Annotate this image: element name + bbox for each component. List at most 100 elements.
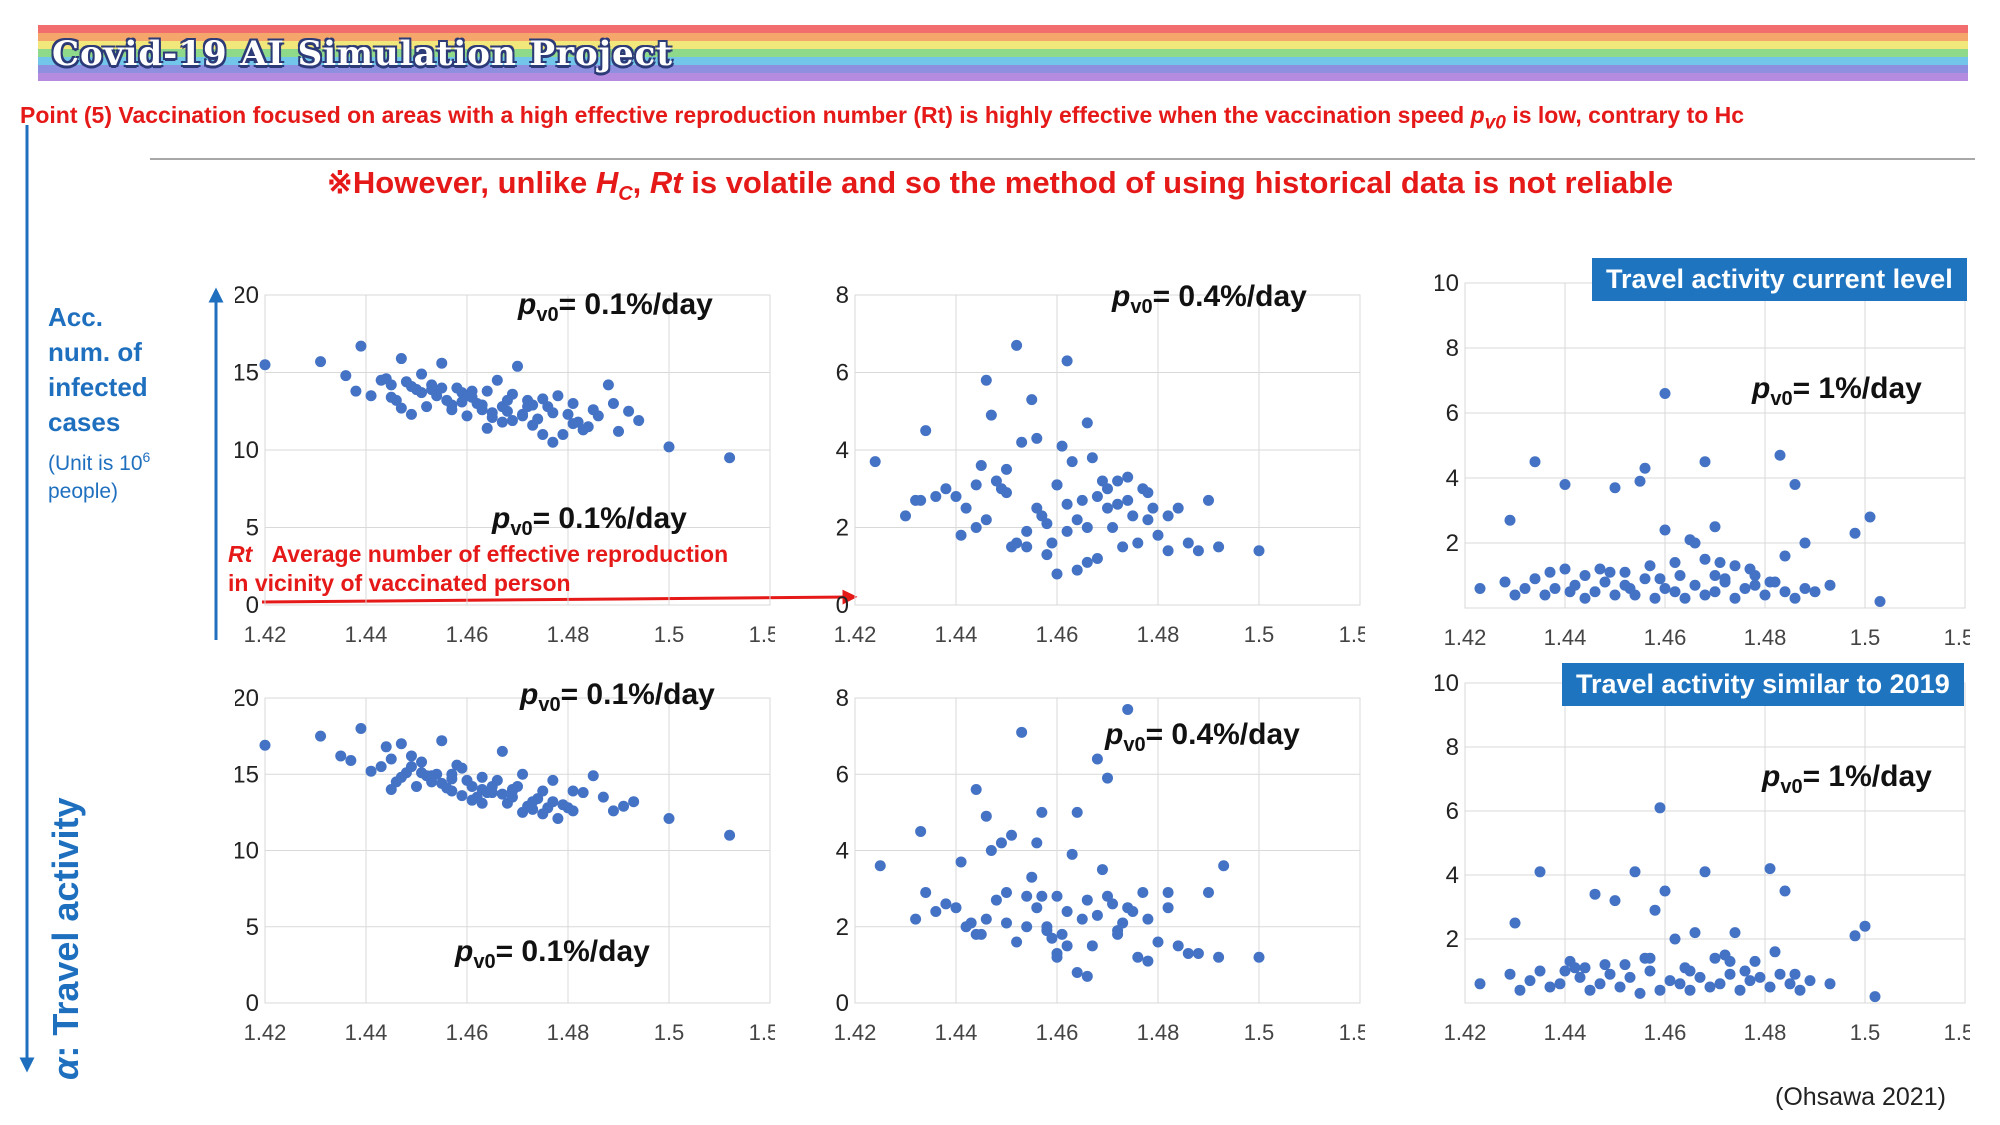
data-point: [1774, 968, 1786, 980]
x-tick-label: 1.44: [345, 622, 388, 647]
pv0-annotation-secondary: pv0= 0.1%/day: [455, 935, 650, 974]
rt-line1: Average number of effective reproduction: [271, 541, 729, 567]
x-tick-label: 1.52: [749, 1020, 775, 1045]
data-point: [1859, 920, 1871, 932]
data-point: [1001, 886, 1012, 898]
data-point: [915, 494, 927, 506]
data-point: [1764, 576, 1776, 588]
data-point: [1594, 978, 1606, 990]
data-point: [416, 368, 428, 380]
unit-line1: (Unit is 10: [48, 452, 143, 475]
y-tick-label: 5: [246, 914, 259, 941]
x-tick-label: 1.42: [834, 1020, 877, 1045]
point-var: p: [1470, 102, 1485, 128]
data-point: [633, 415, 645, 427]
data-point: [955, 529, 967, 541]
data-point: [577, 787, 589, 799]
data-point: [1779, 885, 1791, 897]
data-point: [915, 825, 927, 837]
data-point: [1147, 502, 1159, 514]
data-point: [1729, 592, 1741, 604]
x-tick-label: 1.52: [1339, 1020, 1365, 1045]
rt-symbol: Rt: [228, 541, 253, 567]
data-point: [1794, 984, 1806, 996]
y-tick-label: 6: [836, 360, 849, 387]
data-point: [965, 917, 977, 929]
data-point: [416, 756, 428, 768]
data-point: [1051, 890, 1063, 902]
data-point: [315, 356, 327, 368]
data-point: [1499, 576, 1511, 588]
y-axis-unit: (Unit is 106 people): [48, 443, 150, 506]
data-point: [1694, 971, 1706, 983]
data-point: [1759, 589, 1771, 601]
data-point: [1112, 928, 1124, 940]
data-point: [1107, 522, 1119, 533]
data-point: [446, 785, 458, 797]
data-point: [1594, 563, 1606, 575]
data-point: [335, 750, 347, 762]
data-point: [517, 768, 529, 780]
data-point: [1524, 975, 1536, 987]
data-point: [1021, 890, 1033, 902]
pv-sub: v0: [538, 694, 561, 716]
rt-annotation: Rt Average number of effective reproduct…: [228, 540, 728, 598]
scatter-chart-bottom-right: 1.42 1.44 1.46 1.48 1.5 1.52 2 4 6 8 10: [1435, 670, 1970, 1045]
x-tick-label: 1.42: [1444, 625, 1487, 650]
data-point: [910, 913, 922, 925]
data-point: [1674, 978, 1686, 990]
scatter-chart-bottom-left: 1.42 1.44 1.46 1.48 1.5 1.52 0 5 10 15 20: [235, 685, 775, 1045]
however-hc-sub: C: [618, 183, 633, 206]
x-tick-label: 1.48: [1137, 622, 1180, 647]
data-point: [1117, 541, 1129, 553]
data-point: [1071, 806, 1083, 818]
data-point: [1674, 570, 1686, 581]
data-point: [380, 741, 392, 753]
pv-sub: v0: [510, 518, 533, 540]
banner-stripe: [38, 49, 1968, 57]
data-point: [1659, 524, 1671, 536]
data-point: [486, 407, 498, 419]
data-point: [1619, 959, 1631, 971]
pv-sub: v0: [536, 304, 559, 326]
data-point: [1031, 837, 1043, 849]
data-point: [496, 788, 508, 800]
data-point: [259, 359, 271, 371]
data-point: [1031, 432, 1043, 444]
badge-travel-current: Travel activity current level: [1592, 258, 1967, 301]
however-hc: H: [595, 165, 619, 200]
data-point: [1127, 906, 1139, 917]
y-tick-label: 0: [246, 592, 259, 619]
data-point: [436, 382, 448, 394]
y-tick-label: 0: [836, 990, 849, 1017]
x-tick-label: 1.42: [244, 622, 287, 647]
x-tick-label: 1.46: [446, 1020, 489, 1045]
data-point: [1579, 962, 1591, 974]
unit-sup: 6: [142, 449, 151, 465]
data-point: [1749, 955, 1761, 967]
x-tick-label: 1.46: [1644, 625, 1687, 650]
data-point: [1519, 583, 1531, 594]
data-point: [400, 376, 412, 388]
data-point: [1659, 388, 1671, 399]
data-point: [1789, 968, 1801, 980]
y-tick-label: 15: [235, 360, 259, 387]
data-point: [345, 755, 357, 767]
data-point: [1539, 589, 1551, 601]
data-point: [1714, 978, 1726, 990]
data-point: [1559, 479, 1571, 490]
data-point: [1649, 592, 1661, 604]
data-point: [340, 370, 352, 382]
data-point: [456, 396, 468, 408]
data-point: [1654, 802, 1666, 814]
citation: (Ohsawa 2021): [1775, 1083, 1946, 1111]
data-point: [1071, 967, 1083, 978]
data-point: [1071, 514, 1083, 526]
data-point: [1634, 475, 1646, 487]
data-point: [1824, 978, 1836, 990]
data-point: [1081, 556, 1093, 568]
data-point: [1016, 436, 1028, 448]
x-tick-label: 1.42: [834, 622, 877, 647]
data-point: [567, 785, 579, 797]
data-point: [416, 767, 428, 779]
